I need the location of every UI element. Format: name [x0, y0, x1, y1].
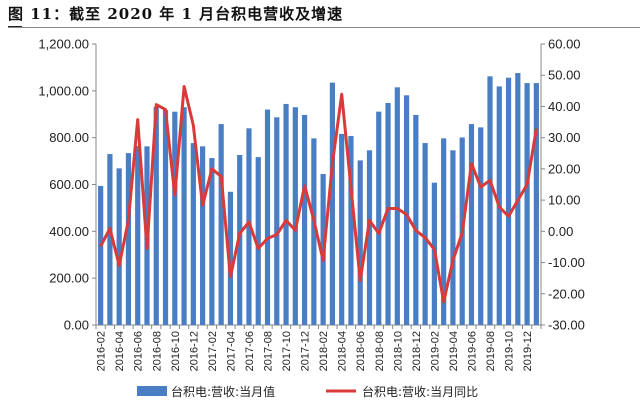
bar — [505, 77, 512, 325]
x-tick-label: 2018-04 — [337, 331, 349, 371]
bar — [292, 107, 298, 325]
bar — [487, 76, 493, 325]
left-tick-label: 600.00 — [49, 177, 89, 192]
right-tick-label: 60.00 — [548, 37, 581, 52]
bar — [190, 143, 196, 325]
bar — [533, 83, 539, 325]
x-tick-label: 2019-12 — [522, 331, 534, 371]
bar — [125, 153, 132, 325]
x-tick-label: 2016-02 — [96, 331, 108, 371]
x-tick-label: 2017-08 — [263, 331, 275, 371]
bar — [394, 87, 400, 325]
x-tick-label: 2019-08 — [485, 331, 497, 371]
left-tick-label: 0.00 — [64, 318, 89, 333]
right-tick-label: 10.00 — [548, 193, 581, 208]
left-tick-label: 400.00 — [49, 224, 89, 239]
right-tick-label: 20.00 — [548, 161, 581, 176]
left-tick-label: 1,000.00 — [38, 83, 89, 98]
yoy-growth-line — [99, 85, 538, 304]
bar — [116, 168, 122, 325]
x-tick-label: 2017-06 — [244, 331, 256, 371]
legend-bar-swatch — [137, 386, 167, 396]
x-tick-label: 2016-06 — [133, 331, 145, 371]
bar — [181, 107, 187, 325]
bar — [255, 157, 261, 325]
bar — [135, 145, 141, 325]
bar — [218, 124, 224, 326]
x-tick-label: 2016-10 — [170, 331, 182, 371]
bar — [162, 110, 169, 325]
bar — [385, 103, 391, 325]
x-tick-label: 2017-12 — [300, 331, 312, 371]
bar — [441, 138, 447, 325]
bar — [274, 117, 280, 326]
x-tick-label: 2018-12 — [411, 331, 423, 371]
bar — [246, 128, 252, 325]
right-tick-label: 40.00 — [548, 99, 581, 114]
bar — [98, 185, 104, 325]
left-tick-label: 200.00 — [49, 271, 89, 286]
x-tick-label: 2019-02 — [429, 331, 441, 371]
bar — [301, 114, 308, 325]
bar — [311, 138, 317, 325]
x-tick-label: 2019-06 — [466, 331, 478, 371]
x-tick-label: 2019-10 — [504, 331, 516, 371]
bar — [478, 127, 484, 325]
x-tick-label: 2016-12 — [188, 331, 200, 371]
bar — [329, 82, 336, 325]
x-tick-label: 2018-08 — [374, 331, 386, 371]
bar — [227, 191, 234, 325]
right-tick-label: -10.00 — [548, 255, 585, 270]
bar — [376, 111, 382, 325]
x-tick-label: 2016-04 — [114, 331, 126, 371]
title-rule — [8, 27, 640, 28]
bar — [413, 114, 419, 325]
right-tick-label: 50.00 — [548, 68, 581, 83]
chart-title: 图 11：截至 2020 年 1 月台积电营收及增速 — [8, 5, 344, 23]
x-tick-label: 2016-08 — [151, 331, 163, 371]
x-tick-label: 2018-02 — [318, 331, 330, 371]
right-tick-label: 0.00 — [548, 224, 573, 239]
legend-bar-label: 台积电:营收:当月值 — [171, 384, 275, 399]
bar — [200, 146, 206, 325]
left-tick-label: 1,200.00 — [38, 37, 89, 52]
bar — [264, 109, 271, 325]
x-tick-label: 2018-10 — [392, 331, 404, 371]
legend-line-label: 台积电:营收:当月同比 — [362, 384, 478, 399]
bar — [357, 160, 363, 325]
x-tick-label: 2017-10 — [281, 331, 293, 371]
bar — [209, 158, 215, 325]
x-tick-label: 2017-02 — [207, 331, 219, 371]
left-tick-label: 800.00 — [49, 130, 89, 145]
x-tick-label: 2017-04 — [225, 331, 237, 371]
right-tick-label: -20.00 — [548, 286, 585, 301]
bar — [468, 124, 475, 326]
bar — [450, 150, 456, 325]
bar — [524, 83, 530, 325]
right-tick-label: -30.00 — [548, 318, 585, 333]
x-tick-label: 2019-04 — [448, 331, 460, 371]
bar — [107, 154, 113, 325]
bar — [283, 103, 289, 326]
right-tick-label: 30.00 — [548, 130, 581, 145]
bar — [172, 111, 178, 325]
x-tick-label: 2018-06 — [355, 331, 367, 371]
bar — [366, 150, 373, 325]
bar — [153, 106, 159, 325]
bar — [422, 143, 428, 325]
bar — [403, 95, 410, 325]
bar — [348, 136, 354, 325]
bar — [339, 133, 345, 325]
